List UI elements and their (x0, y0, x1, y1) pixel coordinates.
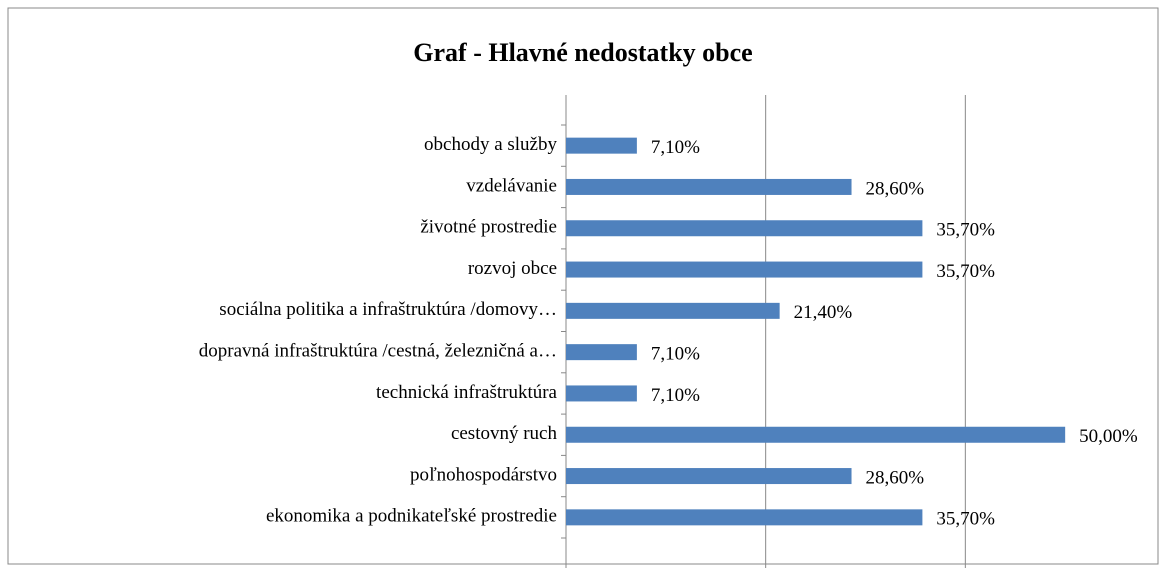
bar (566, 220, 923, 237)
y-tick-label: obchody a služby (424, 134, 557, 155)
chart-title: Graf - Hlavné nedostatky obce (413, 38, 752, 67)
bar (566, 385, 637, 402)
y-tick-label: dopravná infraštruktúra /cestná, železni… (199, 341, 557, 362)
bar (566, 137, 637, 154)
bar (566, 468, 852, 485)
data-label: 28,60% (866, 178, 925, 199)
y-tick-label: poľnohospodárstvo (410, 464, 557, 485)
data-label: 7,10% (651, 344, 700, 365)
data-label: 21,40% (794, 302, 853, 323)
y-tick-label: cestovný ruch (451, 423, 558, 444)
data-label: 35,70% (936, 220, 995, 241)
bar (566, 261, 923, 278)
y-tick-label: sociálna politika a infraštruktúra /domo… (219, 299, 557, 320)
bar (566, 509, 923, 526)
data-label: 28,60% (866, 467, 925, 488)
y-tick-label: životné prostredie (420, 217, 557, 238)
bar (566, 178, 852, 195)
y-tick-label: technická infraštruktúra (376, 382, 558, 403)
data-label: 50,00% (1079, 426, 1138, 447)
y-tick-label: rozvoj obce (468, 258, 557, 279)
y-tick-label: vzdelávanie (466, 175, 557, 196)
bar (566, 344, 637, 361)
data-label: 7,10% (651, 385, 700, 406)
y-tick-label: ekonomika a podnikateľské prostredie (266, 506, 557, 527)
data-label: 35,70% (936, 509, 995, 530)
data-label: 35,70% (936, 261, 995, 282)
bar (566, 426, 1066, 443)
data-label: 7,10% (651, 137, 700, 158)
bar (566, 302, 780, 319)
